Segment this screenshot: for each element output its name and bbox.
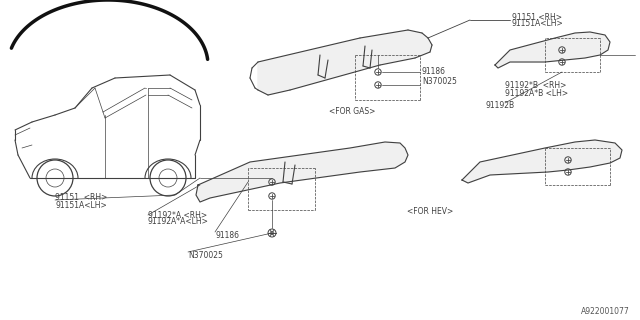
Text: 91186: 91186 (215, 231, 239, 241)
Text: 91151  <RH>: 91151 <RH> (55, 194, 108, 203)
Text: 91192A*A<LH>: 91192A*A<LH> (148, 218, 209, 227)
Text: 91151A<LH>: 91151A<LH> (55, 202, 107, 211)
Polygon shape (258, 30, 432, 95)
Text: N370025: N370025 (422, 77, 457, 86)
Polygon shape (462, 140, 622, 183)
Text: 91186: 91186 (422, 68, 446, 76)
Text: A922001077: A922001077 (581, 308, 630, 316)
Text: N370025: N370025 (188, 251, 223, 260)
Text: <FOR GAS>: <FOR GAS> (329, 108, 375, 116)
Polygon shape (495, 32, 610, 68)
Text: 91192B: 91192B (485, 100, 514, 109)
Text: 91151 <RH>: 91151 <RH> (512, 12, 562, 21)
Text: 91192A*B <LH>: 91192A*B <LH> (505, 89, 568, 98)
Polygon shape (196, 142, 408, 202)
Text: 91192*B  <RH>: 91192*B <RH> (505, 81, 566, 90)
Text: <FOR HEV>: <FOR HEV> (407, 207, 453, 217)
Text: 91192*A <RH>: 91192*A <RH> (148, 211, 207, 220)
Text: 91151A<LH>: 91151A<LH> (512, 20, 564, 28)
